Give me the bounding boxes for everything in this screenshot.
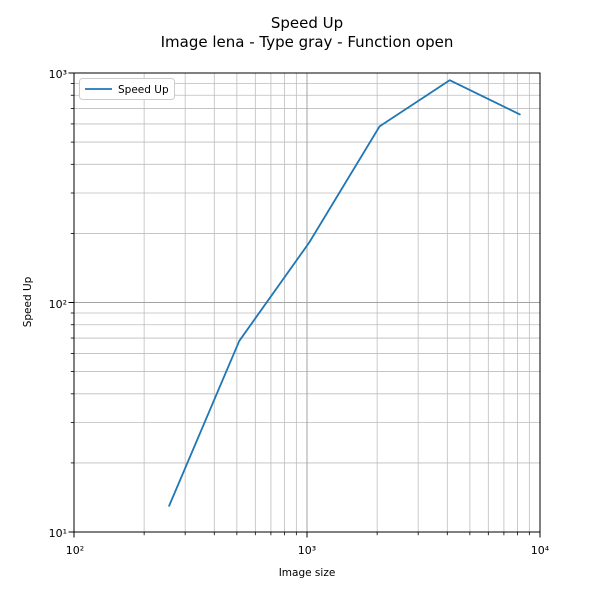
y-tick-100: 10² bbox=[49, 298, 67, 311]
x-tick-10000: 10⁴ bbox=[531, 544, 550, 557]
x-axis-label: Image size bbox=[279, 567, 336, 579]
chart-title: Speed Up bbox=[271, 14, 343, 32]
speed-up-line bbox=[168, 79, 521, 507]
y-axis-label: Speed Up bbox=[22, 276, 34, 327]
x-tick-labels: 10² 10³ 10⁴ bbox=[66, 544, 550, 557]
axis-ticks bbox=[68, 72, 541, 538]
x-tick-1000: 10³ bbox=[298, 544, 316, 557]
legend-box bbox=[79, 78, 175, 100]
y-tick-labels: 10³ 10² 10¹ bbox=[49, 68, 67, 540]
legend-label: Speed Up bbox=[118, 84, 169, 96]
x-tick-100: 10² bbox=[66, 544, 84, 557]
y-tick-1000: 10³ bbox=[49, 68, 67, 81]
plot-border bbox=[73, 72, 541, 533]
chart-subtitle: Image lena - Type gray - Function open bbox=[161, 33, 454, 51]
y-tick-10: 10¹ bbox=[49, 527, 67, 540]
legend: Speed Up bbox=[79, 78, 175, 100]
